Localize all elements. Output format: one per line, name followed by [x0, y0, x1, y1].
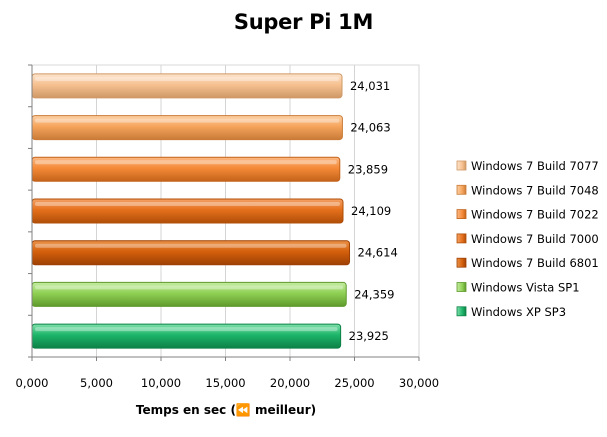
- labels-layer: 24,031 24,063 23,859 24,109 24,614 24,359 23,9…: [348, 79, 398, 343]
- x-tick-label: 10,000: [141, 376, 181, 390]
- bars-layer: [31, 73, 351, 349]
- bar-value-label: 24,031: [350, 79, 390, 93]
- legend-label: Windows XP SP3: [471, 305, 566, 319]
- bar-value-label: 24,359: [354, 287, 394, 301]
- bar-value-label: 23,925: [349, 329, 389, 343]
- x-tick-label: 5,000: [80, 376, 113, 390]
- bar-value-label: 23,859: [348, 162, 388, 176]
- legend-swatch: [456, 257, 467, 268]
- x-tick-label: 15,000: [205, 376, 245, 390]
- bar-highlight: [35, 160, 337, 165]
- legend-label: Windows 7 Build 6801: [471, 256, 599, 270]
- bar-value-label: 24,109: [351, 204, 391, 218]
- legend-swatch: [456, 233, 467, 244]
- x-tick-label: 30,000: [399, 376, 439, 390]
- legend-swatch: [456, 160, 467, 171]
- bar-highlight: [35, 243, 347, 248]
- bar-value-label: 24,063: [350, 121, 390, 135]
- x-tick-label: 20,000: [270, 376, 310, 390]
- x-axis-title: Temps en sec (⏪ meilleur): [135, 403, 317, 417]
- legend-label: Windows 7 Build 7000: [471, 232, 599, 246]
- bar-highlight: [35, 76, 339, 81]
- legend-label: Windows 7 Build 7022: [471, 208, 599, 222]
- legend-swatch: [456, 306, 467, 317]
- x-tick-label: 25,000: [334, 376, 374, 390]
- legend-label: Windows Vista SP1: [471, 281, 580, 295]
- x-tick-label: 0,000: [16, 376, 49, 390]
- chart-title: Super Pi 1M: [233, 10, 374, 34]
- legend-label: Windows 7 Build 7048: [471, 183, 599, 197]
- legend-swatch: [456, 209, 467, 220]
- legend-layer: Windows 7 Build 7077 Windows 7 Build 7048…: [456, 159, 599, 319]
- bar-highlight: [35, 327, 338, 332]
- axis-layer: 0,000 5,000 10,000 15,000 20,000 25,000 30,000: [16, 64, 439, 390]
- legend-label: Windows 7 Build 7077: [471, 159, 599, 173]
- bar-highlight: [35, 285, 344, 290]
- bar-value-label: 24,614: [358, 246, 398, 260]
- legend-swatch: [456, 282, 467, 292]
- legend-swatch: [456, 184, 467, 195]
- bar-highlight: [35, 118, 340, 123]
- bar-highlight: [35, 202, 341, 206]
